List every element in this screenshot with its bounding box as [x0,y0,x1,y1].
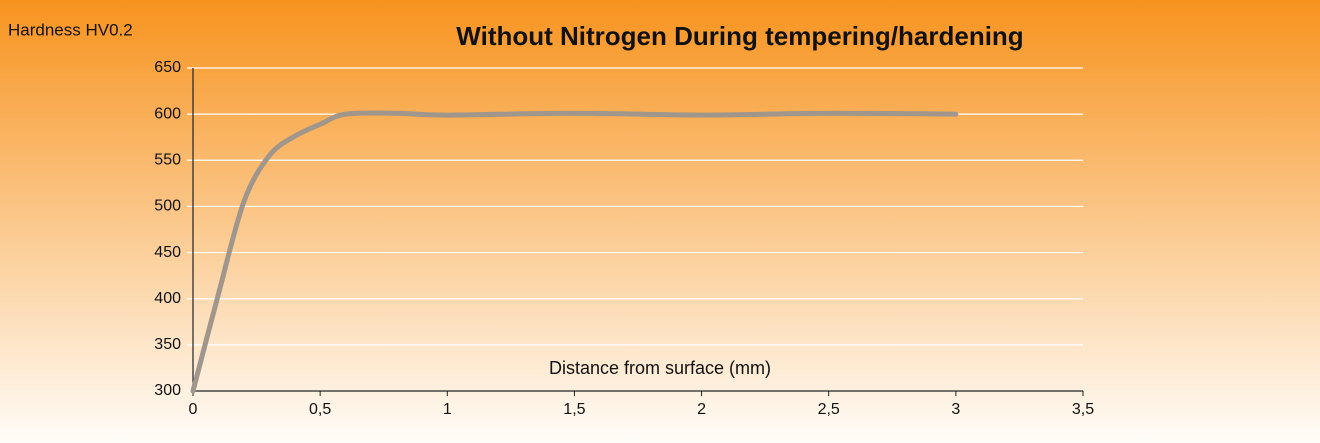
y-tick-label: 650 [154,59,181,76]
x-tick-label: 0 [189,401,198,418]
x-tick-label: 2 [697,401,706,418]
y-tick-label: 400 [154,290,181,307]
x-tick-label: 1,5 [563,401,585,418]
y-tick-label: 500 [154,198,181,215]
y-tick-label: 600 [154,105,181,122]
data-line [190,110,959,394]
x-tick-label: 2,5 [818,401,840,418]
y-tick-label: 350 [154,336,181,353]
x-tick-label: 3,5 [1072,401,1094,418]
y-tick-label: 450 [154,244,181,261]
x-tick-label: 3 [951,401,960,418]
y-tick-label: 300 [154,382,181,399]
x-axis-label: Distance from surface (mm) [549,358,771,378]
chart-title: Without Nitrogen During tempering/harden… [456,21,1023,51]
x-tick-label: 1 [443,401,452,418]
x-tick-label: 0,5 [309,401,331,418]
y-tick-label: 550 [154,152,181,169]
y-axis-label: Hardness HV0.2 [8,20,133,39]
